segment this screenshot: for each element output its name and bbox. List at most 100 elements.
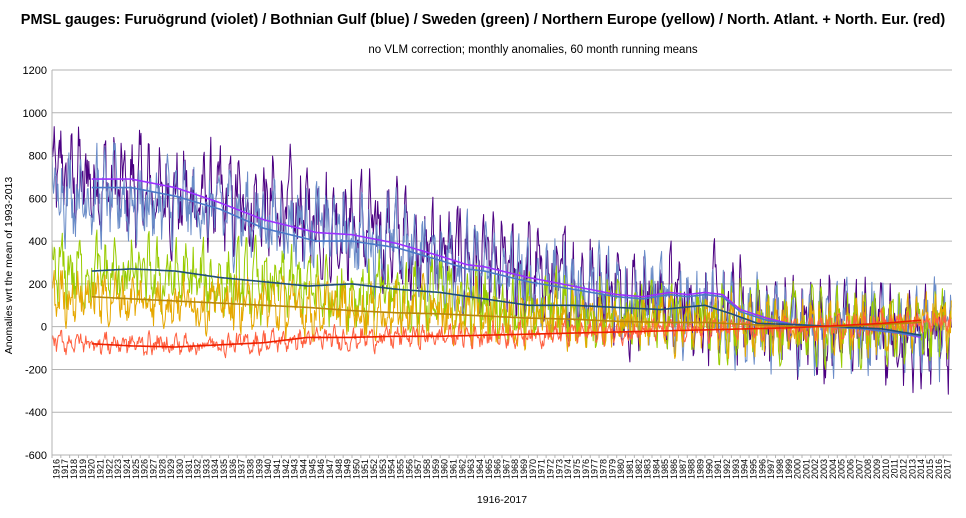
y-tick-label: 600 <box>29 193 47 205</box>
x-tick-label: 1981 <box>625 459 635 479</box>
x-tick-label: 1934 <box>210 459 220 479</box>
x-tick-label: 1990 <box>704 459 714 479</box>
y-tick-label: -600 <box>25 450 47 462</box>
x-tick-label: 1982 <box>634 459 644 479</box>
x-tick-label: 2003 <box>819 459 829 479</box>
x-tick-label: 2017 <box>943 459 953 479</box>
y-tick-label: 1200 <box>23 65 47 77</box>
y-axis-label: Anomalies wrt the mean of 1993-2013 <box>3 177 15 355</box>
x-tick-label: 1930 <box>175 459 185 479</box>
x-tick-label: 1978 <box>598 459 608 479</box>
x-tick-label: 1989 <box>696 459 706 479</box>
x-tick-label: 1974 <box>563 459 573 479</box>
x-tick-label: 1960 <box>440 459 450 479</box>
x-tick-label: 1920 <box>87 459 97 479</box>
x-tick-label: 1962 <box>457 459 467 479</box>
x-tick-label: 1927 <box>148 459 158 479</box>
x-tick-label: 1955 <box>396 459 406 479</box>
series-running-mean-line <box>91 186 922 338</box>
x-tick-label: 1953 <box>378 459 388 479</box>
x-tick-label: 1940 <box>263 459 273 479</box>
x-tick-label: 1972 <box>546 459 556 479</box>
x-tick-label: 1932 <box>193 459 203 479</box>
series-running-mean-line <box>91 178 922 339</box>
x-tick-label: 1992 <box>722 459 732 479</box>
x-tick-label: 1917 <box>60 459 70 479</box>
x-tick-label: 1926 <box>140 459 150 479</box>
x-tick-label: 1931 <box>184 459 194 479</box>
x-tick-label: 1945 <box>307 459 317 479</box>
x-tick-label: 1956 <box>404 459 414 479</box>
x-tick-label: 1929 <box>166 459 176 479</box>
y-tick-label: -200 <box>25 364 47 376</box>
x-tick-label: 1919 <box>78 459 88 479</box>
x-tick-label: 1918 <box>69 459 79 479</box>
grid-layer <box>52 69 952 456</box>
x-tick-label: 1922 <box>104 459 114 479</box>
x-tick-label: 1987 <box>678 459 688 479</box>
x-tick-label: 1985 <box>660 459 670 479</box>
x-tick-label: 1975 <box>572 459 582 479</box>
x-tick-label: 2012 <box>898 459 908 479</box>
x-tick-label: 1937 <box>237 459 247 479</box>
x-tick-label: 2009 <box>872 459 882 479</box>
x-tick-label: 2002 <box>810 459 820 479</box>
x-tick-label: 1994 <box>740 459 750 479</box>
y-tick-label: -400 <box>25 407 47 419</box>
x-tick-label: 2010 <box>881 459 891 479</box>
x-tick-label: 1933 <box>201 459 211 479</box>
y-tick-label: 800 <box>29 151 47 163</box>
y-tick-label: 1000 <box>23 108 47 120</box>
series-running-mean-line <box>91 268 922 336</box>
x-tick-label: 1925 <box>131 459 141 479</box>
y-tick-label: 400 <box>29 236 47 248</box>
chart-subtitle: no VLM correction; monthly anomalies, 60… <box>368 44 698 56</box>
x-tick-label: 1961 <box>448 459 458 479</box>
x-tick-label: 1928 <box>157 459 167 479</box>
x-tick-label: 1948 <box>334 459 344 479</box>
series-layer <box>51 126 952 395</box>
axes-layer: -600-400-2000200400600800100012001916191… <box>23 65 953 479</box>
x-tick-label: 1924 <box>122 459 132 479</box>
x-tick-label: 2001 <box>801 459 811 479</box>
x-tick-label: 2015 <box>925 459 935 479</box>
x-tick-label: 1998 <box>775 459 785 479</box>
x-tick-label: 1984 <box>651 459 661 479</box>
x-tick-label: 1938 <box>246 459 256 479</box>
x-tick-label: 1988 <box>687 459 697 479</box>
x-tick-label: 1977 <box>590 459 600 479</box>
x-tick-label: 1991 <box>713 459 723 479</box>
x-tick-label: 2016 <box>934 459 944 479</box>
x-tick-label: 1949 <box>343 459 353 479</box>
x-tick-label: 1958 <box>422 459 432 479</box>
x-tick-label: 2006 <box>846 459 856 479</box>
x-tick-label: 1935 <box>219 459 229 479</box>
x-tick-label: 1952 <box>369 459 379 479</box>
x-tick-label: 1941 <box>272 459 282 479</box>
x-tick-label: 1959 <box>431 459 441 479</box>
x-tick-label: 1980 <box>616 459 626 479</box>
x-tick-label: 1939 <box>254 459 264 479</box>
series-running-mean-line <box>91 295 922 328</box>
x-tick-label: 2008 <box>863 459 873 479</box>
x-tick-label: 1970 <box>528 459 538 479</box>
x-tick-label: 1993 <box>731 459 741 479</box>
x-tick-label: 1943 <box>290 459 300 479</box>
x-tick-label: 2013 <box>907 459 917 479</box>
x-tick-label: 1995 <box>748 459 758 479</box>
x-tick-label: 2011 <box>890 459 900 478</box>
x-tick-label: 2014 <box>916 459 926 479</box>
x-tick-label: 2007 <box>854 459 864 479</box>
series-running-mean-line <box>91 319 922 348</box>
x-tick-label: 1947 <box>325 459 335 479</box>
x-tick-label: 1976 <box>581 459 591 479</box>
x-tick-label: 1996 <box>757 459 767 479</box>
x-tick-label: 1921 <box>96 459 106 479</box>
x-tick-label: 2005 <box>837 459 847 479</box>
x-tick-label: 1979 <box>607 459 617 479</box>
x-tick-label: 1951 <box>360 459 370 479</box>
x-tick-label: 1986 <box>669 459 679 479</box>
chart-title: PMSL gauges: Furuögrund (violet) / Bothn… <box>20 12 946 28</box>
x-tick-label: 1923 <box>113 459 123 479</box>
